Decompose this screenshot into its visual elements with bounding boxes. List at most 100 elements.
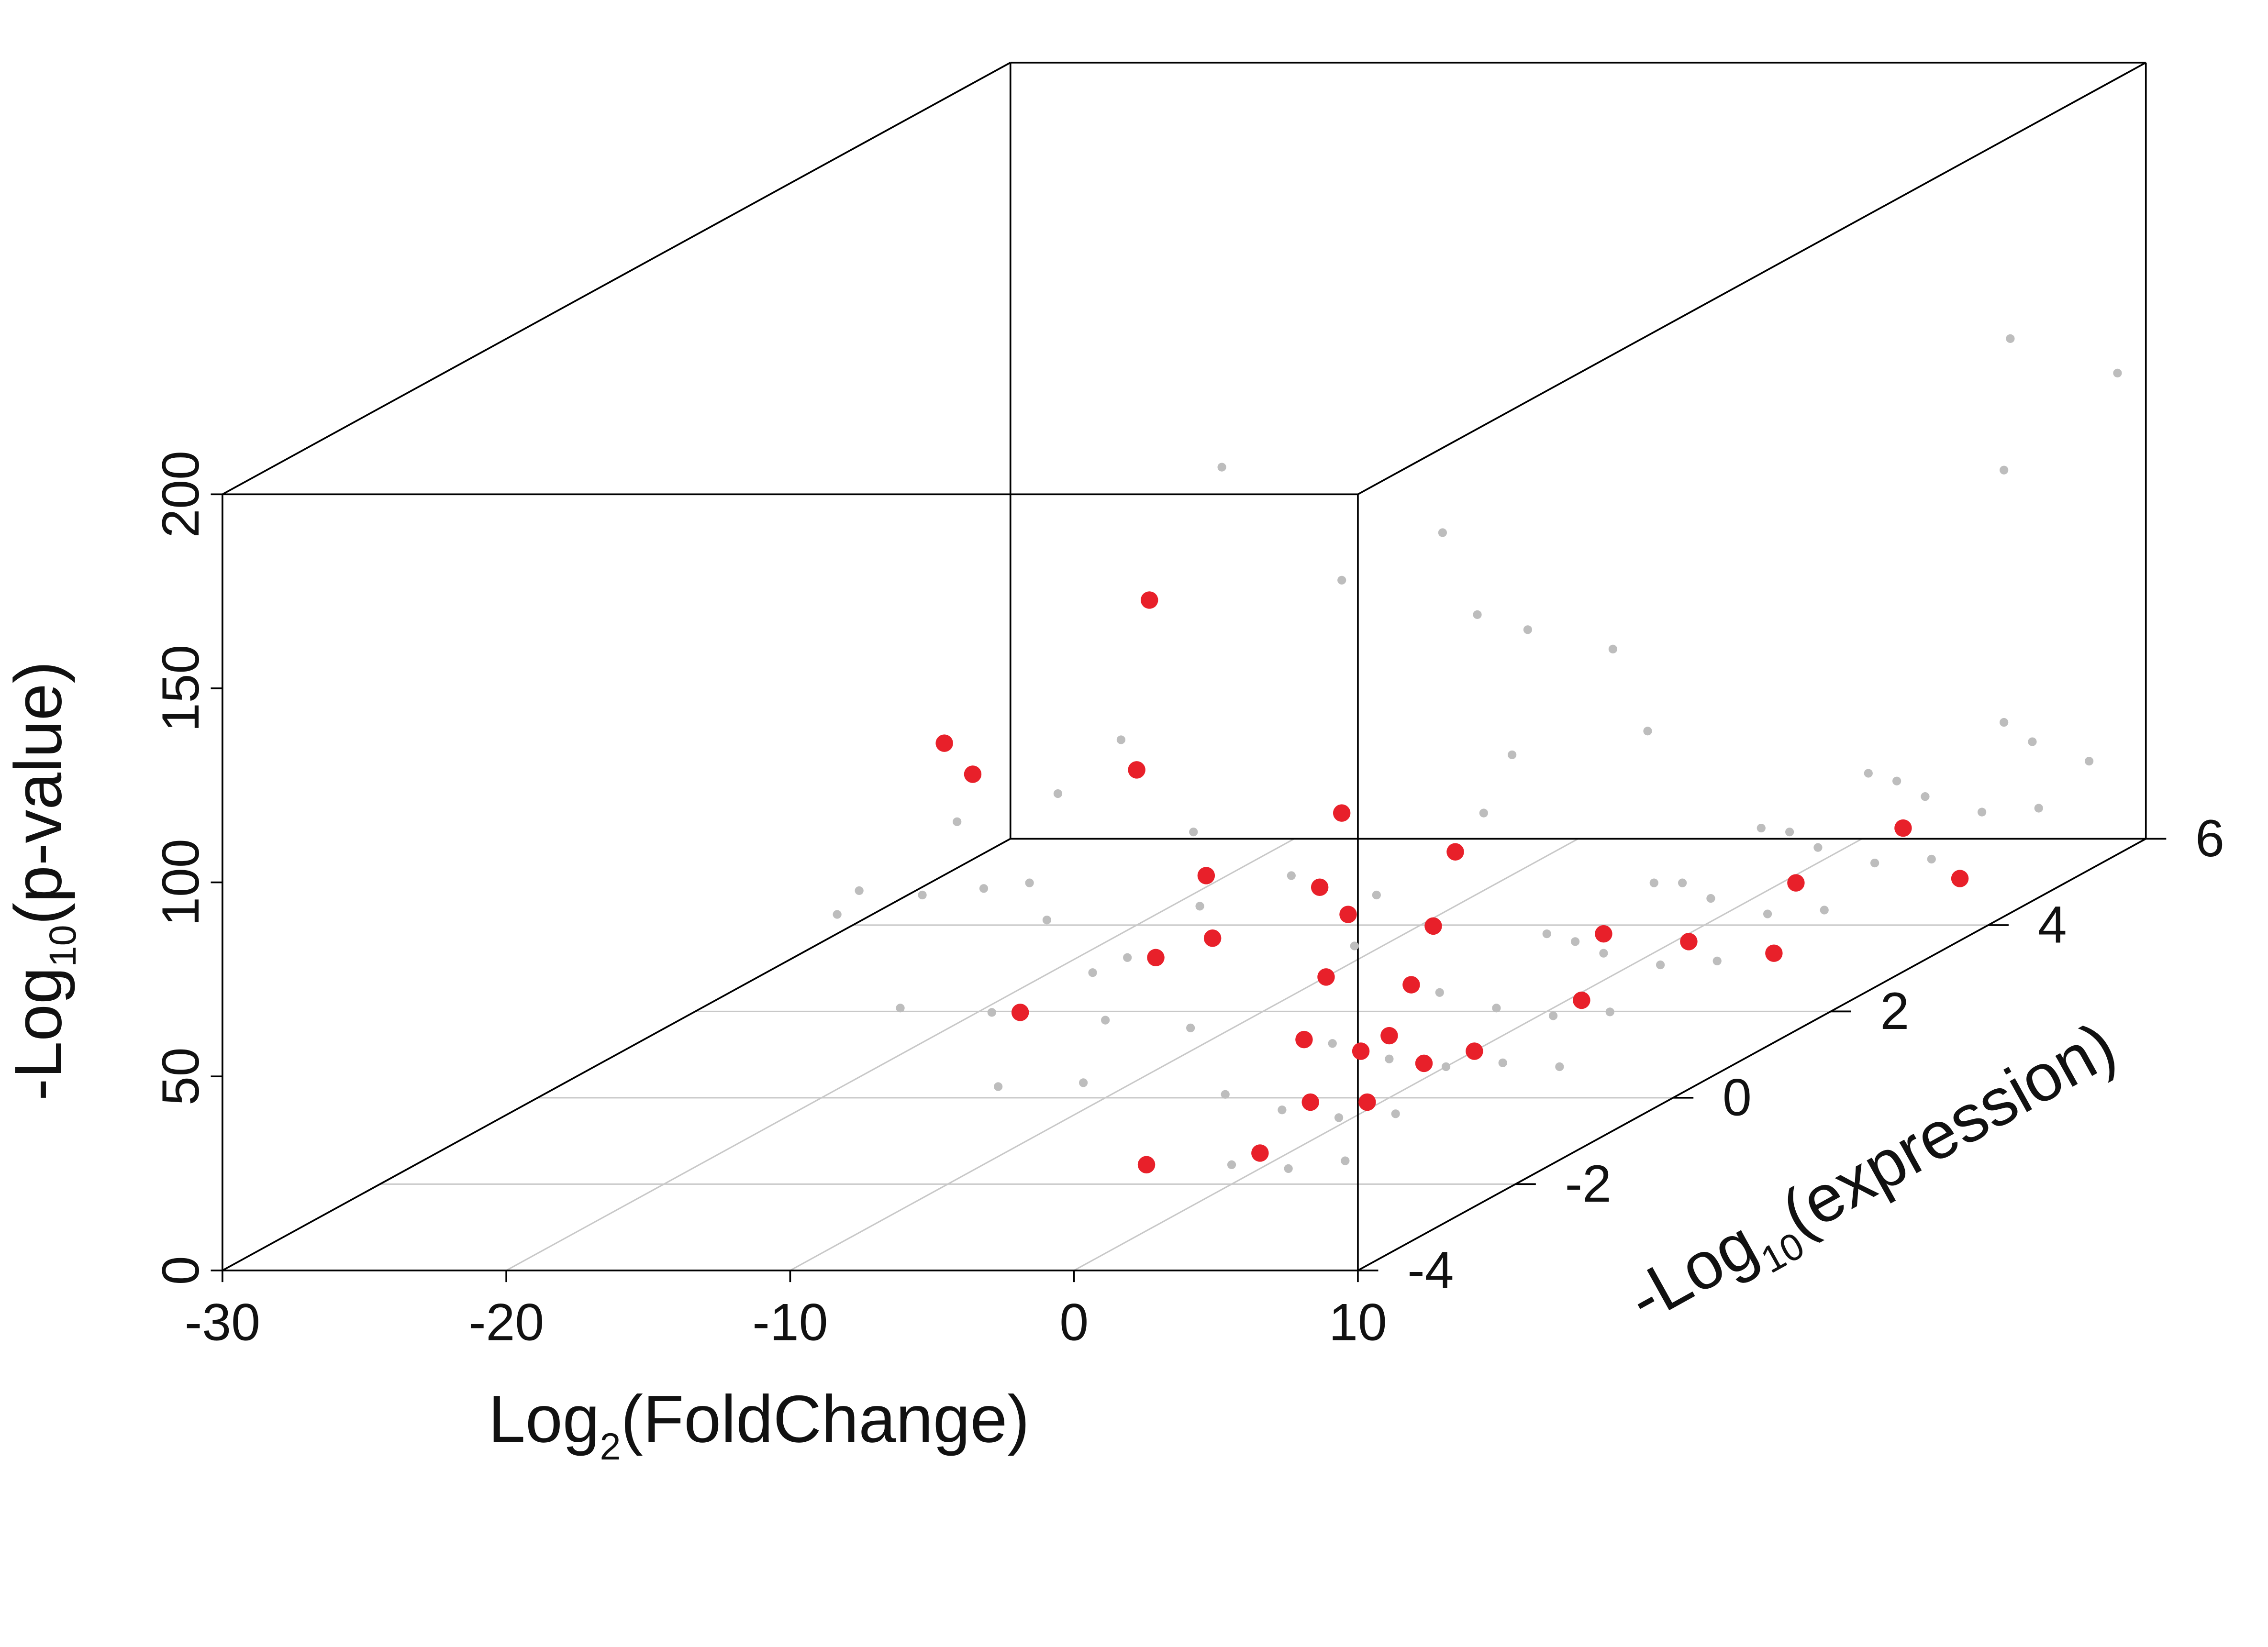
point bbox=[1473, 610, 1482, 619]
depth-tick-label: -2 bbox=[1565, 1155, 1612, 1213]
point bbox=[2000, 465, 2009, 475]
z-tick-label: 100 bbox=[152, 839, 210, 926]
point bbox=[1435, 988, 1444, 997]
point bbox=[1284, 1164, 1293, 1173]
point bbox=[1595, 925, 1612, 943]
point bbox=[1334, 1113, 1344, 1122]
point bbox=[1217, 463, 1226, 472]
point bbox=[1301, 1093, 1319, 1111]
depth-axis-label: -Log10(expression) bbox=[1615, 1007, 2133, 1346]
grid-line bbox=[506, 838, 1295, 1271]
point bbox=[1328, 1039, 1337, 1048]
point bbox=[1391, 1109, 1400, 1118]
point bbox=[2000, 718, 2009, 727]
point bbox=[1317, 968, 1335, 986]
point bbox=[2034, 804, 2043, 813]
point bbox=[1088, 968, 1097, 977]
point bbox=[1441, 1062, 1451, 1072]
label-part: -Log bbox=[1615, 1206, 1769, 1337]
point bbox=[1053, 789, 1063, 798]
point bbox=[2028, 737, 2037, 746]
x-axis-label: Log2(FoldChange) bbox=[488, 1381, 1030, 1467]
x-tick-label: 0 bbox=[1059, 1293, 1089, 1352]
point bbox=[1438, 528, 1447, 537]
point bbox=[1446, 843, 1464, 861]
point bbox=[1186, 1023, 1195, 1032]
point bbox=[1025, 878, 1034, 887]
point bbox=[1921, 792, 1930, 801]
point bbox=[2085, 757, 2094, 766]
point bbox=[1573, 991, 1590, 1009]
point bbox=[2006, 334, 2015, 343]
box-edge bbox=[222, 838, 1011, 1271]
depth-tick-label: 4 bbox=[2038, 895, 2067, 954]
x-tick-label: 10 bbox=[1329, 1293, 1387, 1352]
label-part: -Log bbox=[0, 967, 76, 1101]
point bbox=[1864, 769, 1873, 778]
point bbox=[1042, 916, 1052, 925]
point bbox=[1608, 644, 1617, 653]
point bbox=[1523, 625, 1533, 634]
point bbox=[1352, 1042, 1370, 1060]
point bbox=[1466, 1042, 1483, 1060]
point bbox=[1203, 929, 1222, 947]
point bbox=[1820, 906, 1829, 915]
point bbox=[1116, 735, 1125, 744]
point bbox=[1894, 819, 1912, 837]
x-tick-label: -20 bbox=[468, 1293, 544, 1352]
point bbox=[1892, 776, 1901, 785]
point bbox=[1402, 976, 1420, 994]
point bbox=[935, 734, 953, 752]
point bbox=[918, 890, 927, 900]
point bbox=[1137, 1156, 1156, 1174]
point bbox=[1813, 843, 1823, 852]
point bbox=[1337, 575, 1346, 585]
point bbox=[1542, 929, 1551, 939]
point bbox=[1147, 949, 1165, 967]
point bbox=[1295, 1030, 1313, 1049]
point bbox=[1140, 591, 1158, 609]
depth-tick-label: -4 bbox=[1407, 1241, 1454, 1299]
label-part: (FoldChange) bbox=[621, 1381, 1029, 1456]
x-tick-label: -30 bbox=[185, 1293, 260, 1352]
point bbox=[855, 886, 864, 895]
point bbox=[1785, 828, 1794, 837]
point bbox=[1678, 878, 1687, 887]
depth-tick-label: 2 bbox=[1880, 982, 1909, 1040]
point bbox=[1649, 878, 1658, 887]
point bbox=[1870, 858, 1879, 868]
z-axis-label: -Log10(p-value) bbox=[0, 661, 84, 1101]
point bbox=[1251, 1144, 1269, 1162]
point bbox=[1339, 906, 1357, 923]
point bbox=[896, 1004, 905, 1013]
point bbox=[994, 1082, 1003, 1091]
point bbox=[1492, 1004, 1501, 1013]
point bbox=[1498, 1058, 1507, 1067]
point bbox=[1570, 937, 1580, 946]
point bbox=[1555, 1062, 1564, 1072]
point bbox=[1221, 1090, 1230, 1099]
point bbox=[1599, 949, 1608, 958]
grid-line bbox=[789, 838, 1579, 1271]
point bbox=[833, 910, 842, 919]
point bbox=[1123, 953, 1132, 962]
box-edge bbox=[1357, 62, 2146, 495]
label-subscript: 2 bbox=[600, 1425, 621, 1468]
point bbox=[1787, 874, 1805, 892]
point bbox=[1380, 1027, 1398, 1045]
point bbox=[1977, 807, 1987, 817]
point bbox=[1643, 727, 1652, 736]
depth-tick-label: 6 bbox=[2195, 809, 2224, 868]
point bbox=[1605, 1007, 1614, 1017]
point bbox=[1415, 1054, 1433, 1072]
box-edge bbox=[1357, 838, 2146, 1271]
point bbox=[1479, 808, 1488, 818]
point bbox=[979, 884, 989, 893]
point bbox=[1712, 956, 1722, 966]
box-edge bbox=[222, 62, 1011, 495]
z-tick-label: 0 bbox=[152, 1256, 210, 1285]
point bbox=[1951, 870, 1969, 887]
point bbox=[1765, 944, 1783, 962]
